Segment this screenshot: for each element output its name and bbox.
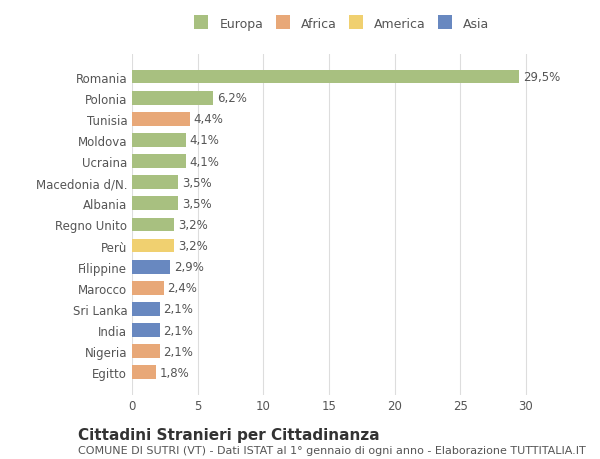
Bar: [132, 155, 186, 168]
Text: 2,9%: 2,9%: [174, 261, 204, 274]
Bar: [132, 345, 160, 358]
Text: 4,1%: 4,1%: [190, 134, 220, 147]
Bar: [132, 176, 178, 190]
Text: 3,5%: 3,5%: [182, 197, 212, 210]
Text: 29,5%: 29,5%: [523, 71, 560, 84]
Bar: [132, 260, 170, 274]
Text: 3,2%: 3,2%: [178, 240, 208, 252]
Bar: [132, 366, 155, 379]
Text: 1,8%: 1,8%: [160, 366, 190, 379]
Text: 2,4%: 2,4%: [167, 282, 197, 295]
Bar: [132, 302, 160, 316]
Text: 2,1%: 2,1%: [163, 303, 193, 316]
Text: Cittadini Stranieri per Cittadinanza: Cittadini Stranieri per Cittadinanza: [78, 427, 380, 442]
Text: 4,4%: 4,4%: [194, 113, 224, 126]
Bar: [132, 112, 190, 126]
Text: COMUNE DI SUTRI (VT) - Dati ISTAT al 1° gennaio di ogni anno - Elaborazione TUTT: COMUNE DI SUTRI (VT) - Dati ISTAT al 1° …: [78, 445, 586, 455]
Text: 4,1%: 4,1%: [190, 155, 220, 168]
Bar: [132, 71, 519, 84]
Bar: [132, 281, 163, 295]
Bar: [132, 92, 214, 105]
Text: 2,1%: 2,1%: [163, 324, 193, 337]
Bar: [132, 239, 174, 253]
Bar: [132, 197, 178, 211]
Legend: Europa, Africa, America, Asia: Europa, Africa, America, Asia: [194, 17, 490, 31]
Text: 3,5%: 3,5%: [182, 176, 212, 189]
Text: 2,1%: 2,1%: [163, 345, 193, 358]
Bar: [132, 324, 160, 337]
Text: 3,2%: 3,2%: [178, 218, 208, 231]
Bar: [132, 134, 186, 147]
Text: 6,2%: 6,2%: [217, 92, 247, 105]
Bar: [132, 218, 174, 232]
